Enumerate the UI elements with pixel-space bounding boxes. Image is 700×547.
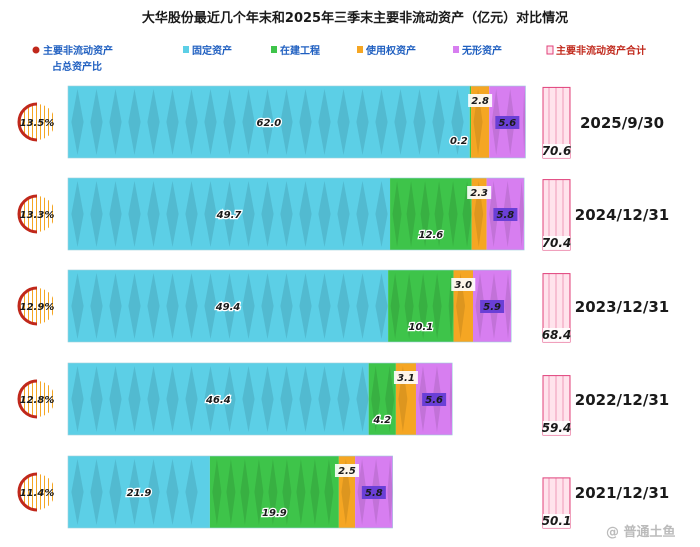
total-label: 50.1 xyxy=(542,514,572,528)
ratio-circle xyxy=(19,381,55,417)
ratio-label: 12.9% xyxy=(20,302,55,313)
value-label-bg xyxy=(480,300,505,313)
bar-segment xyxy=(469,86,472,158)
legend: 主要非流动资产 占总资产比 固定资产 在建工程 使用权资产 无形资产 主要非流动… xyxy=(32,44,646,73)
value-label: 4.2 xyxy=(372,415,391,426)
total-label: 68.4 xyxy=(542,328,572,342)
ratio-arc xyxy=(17,472,38,512)
legend-marker-construction xyxy=(271,46,277,53)
value-label: 46.4 xyxy=(205,395,231,406)
value-label: 2.5 xyxy=(338,466,356,477)
ratio-circle xyxy=(19,104,55,140)
value-label: 3.1 xyxy=(397,373,415,384)
legend-marker-ratio xyxy=(32,46,40,54)
ratio-label: 11.4% xyxy=(20,488,55,499)
ratio-label: 13.3% xyxy=(20,210,55,221)
value-label-bg xyxy=(493,208,518,221)
value-label: 3.0 xyxy=(454,280,472,291)
ratio-circle xyxy=(19,288,55,324)
period-label: 2024/12/31 xyxy=(575,206,669,224)
legend-right-of-use: 使用权资产 xyxy=(365,44,416,57)
legend-ratio-line1: 主要非流动资产 xyxy=(43,44,113,57)
value-label: 62.0 xyxy=(257,118,282,129)
ratio-arc xyxy=(17,102,38,142)
ratio-arc xyxy=(17,379,38,419)
value-label-bg xyxy=(422,393,447,406)
legend-construction: 在建工程 xyxy=(280,44,320,57)
total-label-bg xyxy=(543,236,570,250)
value-label: 5.6 xyxy=(498,118,516,129)
value-label-bg xyxy=(451,278,476,291)
legend-total: 主要非流动资产合计 xyxy=(556,44,646,57)
chart-title: 大华股份最近几个年末和2025年三季末主要非流动资产（亿元）对比情况 xyxy=(142,10,568,26)
total-label: 70.4 xyxy=(542,236,572,250)
bar-segment xyxy=(390,178,472,250)
legend-marker-total xyxy=(546,45,554,55)
value-label: 12.6 xyxy=(419,230,444,241)
ratio-arc xyxy=(17,194,38,234)
value-label: 2.8 xyxy=(471,96,489,107)
ratio-circle xyxy=(19,196,55,232)
period-label: 2021/12/31 xyxy=(575,484,669,502)
bar-outline xyxy=(67,269,512,343)
total-label-bg xyxy=(543,328,570,342)
value-label-bg xyxy=(468,94,493,107)
value-label: 5.9 xyxy=(483,302,501,313)
ratio-arc xyxy=(17,286,38,326)
period-label: 2023/12/31 xyxy=(575,298,669,316)
value-label: 21.9 xyxy=(127,488,152,499)
value-label: 5.8 xyxy=(497,210,515,221)
value-label-bg xyxy=(334,464,359,477)
row-0: 13.5% 62.0 0.2 2.8 5.6 70.6 2025/9/30 xyxy=(17,85,664,159)
bar-outline xyxy=(67,85,526,159)
ratio-label: 12.8% xyxy=(20,395,55,406)
legend-marker-intangible xyxy=(453,46,459,53)
chart-rows: 13.5% 62.0 0.2 2.8 5.6 70.6 2025/9/30 13.3% 49.7… xyxy=(17,85,669,529)
value-label-bg xyxy=(467,186,492,199)
value-label: 0.2 xyxy=(450,136,468,147)
ratio-label: 13.5% xyxy=(20,118,55,129)
watermark: @ 普通土鱼 xyxy=(606,524,676,540)
total-label: 59.4 xyxy=(542,421,572,435)
legend-marker-fixed-assets xyxy=(183,46,189,53)
legend-ratio-line2: 占总资产比 xyxy=(52,60,102,73)
bar-outline xyxy=(67,177,525,251)
value-label-bg xyxy=(361,486,386,499)
value-label: 19.9 xyxy=(262,508,287,519)
period-label: 2022/12/31 xyxy=(575,391,669,409)
value-label: 49.7 xyxy=(216,210,242,221)
value-label-bg xyxy=(393,371,418,384)
bar-outline xyxy=(67,455,393,529)
value-label: 5.8 xyxy=(365,488,383,499)
legend-marker-right-of-use xyxy=(357,46,363,53)
value-label: 10.1 xyxy=(408,322,433,333)
value-label: 2.3 xyxy=(470,188,488,199)
period-label: 2025/9/30 xyxy=(580,114,664,132)
value-label: 49.4 xyxy=(215,302,241,313)
legend-intangible: 无形资产 xyxy=(461,44,502,57)
total-label: 70.6 xyxy=(542,144,572,158)
value-label-bg xyxy=(495,116,520,129)
total-label-bg xyxy=(543,144,570,158)
bar-outline xyxy=(67,362,453,436)
value-label: 5.6 xyxy=(425,395,443,406)
total-label-bg xyxy=(543,421,570,435)
ratio-circle xyxy=(19,474,55,510)
legend-fixed-assets: 固定资产 xyxy=(192,44,232,57)
total-label-bg xyxy=(543,514,570,528)
